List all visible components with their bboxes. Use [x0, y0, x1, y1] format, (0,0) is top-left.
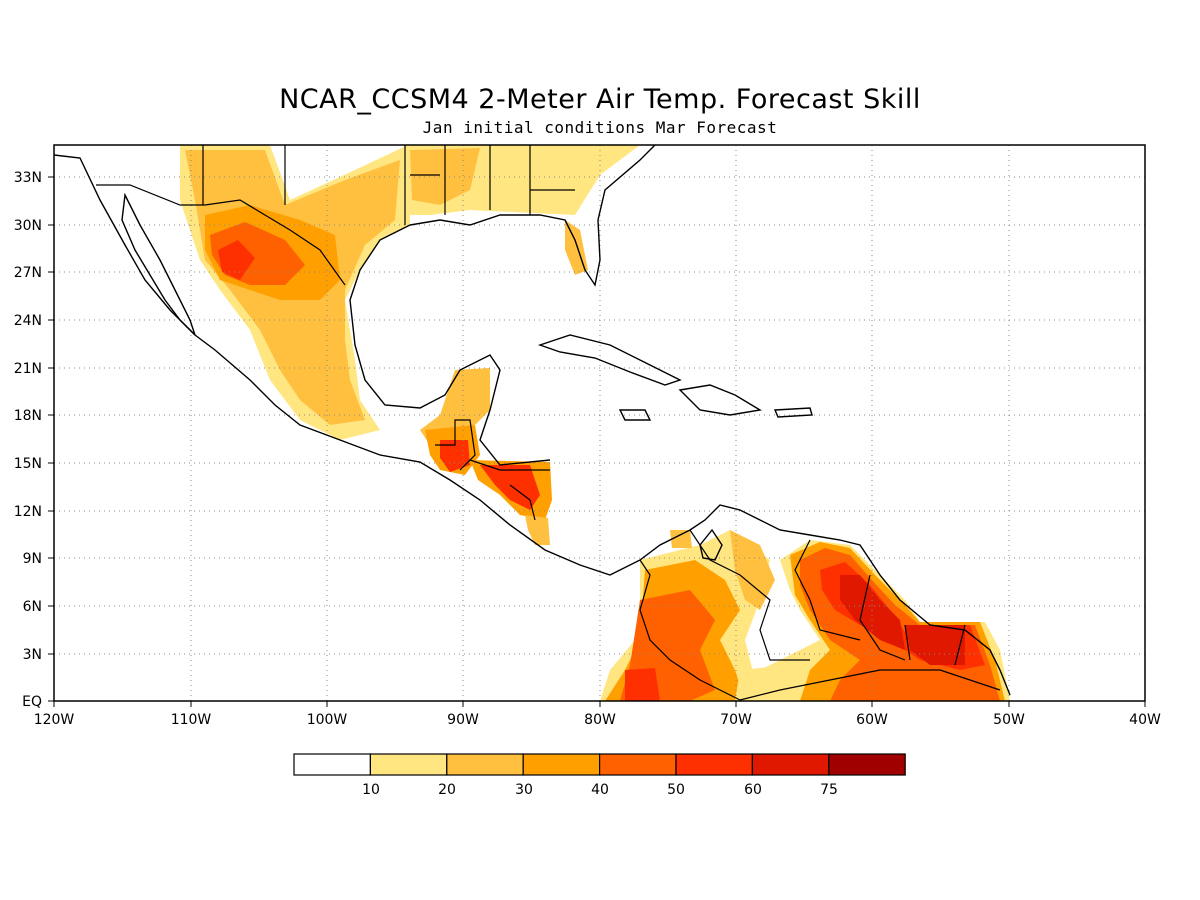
lat-label: 12N — [14, 504, 42, 520]
border-central-america — [469, 459, 550, 521]
lat-label: 33N — [14, 170, 42, 186]
lon-label: 90W — [447, 712, 479, 728]
coastline-gulf — [349, 224, 551, 466]
lat-label: 9N — [23, 551, 42, 567]
latitude-axis: EQ 3N 6N 9N 12N 15N 18N 21N 24N 27N 30N … — [14, 170, 54, 710]
lat-label: EQ — [22, 694, 42, 710]
skill-region-honduras-core — [480, 465, 540, 510]
colorbar-box — [293, 753, 372, 776]
border-panama-colombia — [639, 559, 741, 701]
lat-label: 30N — [14, 218, 42, 234]
border-colombia-venezuela — [689, 529, 810, 661]
border-venezuela-guyana — [794, 539, 861, 641]
border-guyana-suriname — [859, 574, 966, 666]
coastline-north-america-west — [54, 154, 641, 576]
map-title: NCAR_CCSM4 2-Meter Air Temp. Forecast Sk… — [279, 84, 921, 115]
grid-lines — [54, 145, 1145, 701]
colorbar-label: 30 — [515, 782, 533, 798]
lon-label: 80W — [584, 712, 616, 728]
colorbar-box — [369, 753, 448, 776]
lon-label: 120W — [34, 712, 75, 728]
lon-label: 60W — [856, 712, 888, 728]
skill-region-mexico-peak — [218, 240, 255, 280]
colorbar-box — [751, 753, 830, 776]
lon-label: 100W — [307, 712, 348, 728]
lat-label: 18N — [14, 408, 42, 424]
colorbar-box — [446, 753, 524, 776]
skill-field — [180, 145, 1010, 701]
coastline-hispaniola — [678, 384, 762, 416]
lat-label: 21N — [14, 361, 42, 377]
skill-region-colombia-peak — [625, 668, 660, 701]
coastline-south-america — [639, 504, 1011, 696]
coastline-cuba — [537, 334, 682, 386]
skill-region-guatemala-core — [440, 440, 470, 472]
coastline-lake-maracaibo — [699, 528, 723, 561]
border-us-mexico — [96, 184, 346, 286]
colorbar-label: 50 — [667, 782, 685, 798]
border-guatemala — [435, 419, 476, 471]
colorbar: 10 20 30 40 50 60 75 — [293, 753, 906, 798]
lon-label: 50W — [993, 712, 1025, 728]
skill-region-costa-rica — [525, 515, 550, 545]
map-subtitle: Jan initial conditions Mar Forecast — [422, 118, 778, 137]
colorbar-label: 40 — [591, 782, 609, 798]
colorbar-label: 10 — [362, 782, 380, 798]
colorbar-box — [522, 753, 601, 776]
skill-region-guiana-max — [840, 575, 905, 650]
skill-region-venezuela-mid — [730, 530, 775, 610]
lon-label: 110W — [171, 712, 212, 728]
lat-label: 3N — [23, 647, 42, 663]
longitude-axis: 120W 110W 100W 90W 80W 70W 60W 50W 40W — [34, 701, 1161, 728]
colorbar-box — [598, 753, 677, 776]
skill-region-amazon-light — [735, 665, 800, 701]
lat-label: 15N — [14, 456, 42, 472]
skill-region-suriname-max — [905, 625, 965, 665]
lon-label: 40W — [1129, 712, 1161, 728]
coastline-jamaica — [618, 409, 652, 421]
colorbar-label: 20 — [438, 782, 456, 798]
coastlines — [54, 145, 1011, 696]
coastline-usa-gulf — [409, 145, 656, 287]
border-brazil — [739, 669, 1001, 701]
colorbar-label: 75 — [820, 782, 838, 798]
coastline-puerto-rico — [773, 407, 813, 418]
colorbar-boxes — [293, 753, 906, 776]
lat-label: 24N — [14, 313, 42, 329]
skill-region-venezuela-small — [670, 530, 692, 548]
lat-label: 6N — [23, 599, 42, 615]
coastline-baja — [121, 192, 196, 336]
lat-label: 27N — [14, 265, 42, 281]
colorbar-label: 60 — [744, 782, 762, 798]
colorbar-box — [675, 753, 754, 776]
country-borders — [96, 145, 1001, 701]
border-us-states — [202, 145, 575, 225]
lon-label: 70W — [720, 712, 752, 728]
colorbar-box — [828, 753, 906, 776]
